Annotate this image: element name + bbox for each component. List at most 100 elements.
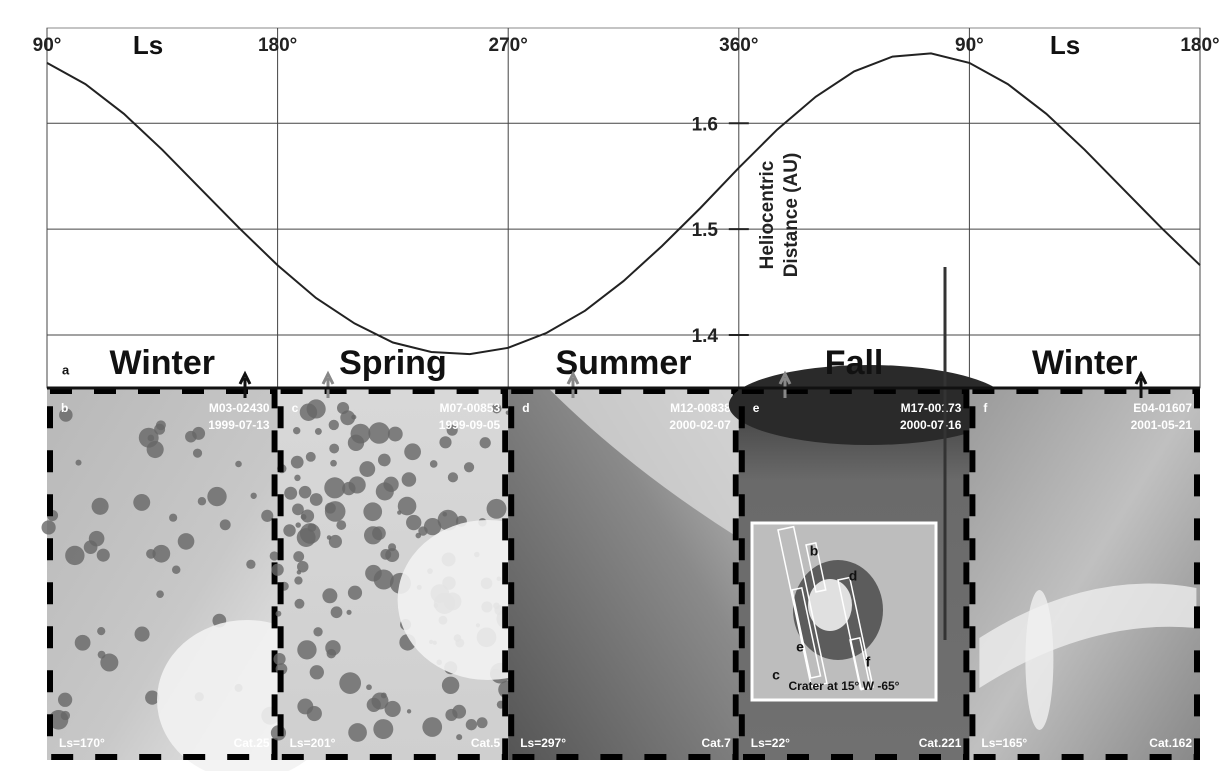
frost-spot bbox=[133, 493, 151, 511]
bright-area bbox=[548, 388, 739, 538]
frost-spot bbox=[74, 634, 91, 651]
grid bbox=[46, 28, 1201, 388]
frost-spot bbox=[384, 700, 401, 718]
panel-image-id: M12-00838 bbox=[670, 401, 731, 415]
panel-letter: d bbox=[522, 401, 529, 415]
frost-spot bbox=[185, 430, 197, 443]
frost-spot bbox=[284, 486, 298, 500]
panel-date: 1999-07-13 bbox=[208, 418, 270, 432]
frost-spot bbox=[293, 427, 301, 435]
panel-category: Cat.7 bbox=[701, 736, 731, 750]
frost-spot bbox=[269, 551, 279, 561]
frost-spot bbox=[429, 460, 438, 468]
inset-label: b bbox=[810, 543, 819, 559]
panel-image bbox=[969, 388, 1200, 760]
panel-image-id: M07-00853 bbox=[439, 401, 500, 415]
frost-spot bbox=[447, 472, 459, 483]
frost-spot bbox=[336, 401, 350, 415]
frost-spot bbox=[65, 545, 85, 566]
frost-spot bbox=[463, 462, 475, 473]
panel-label: a bbox=[62, 362, 70, 377]
frost-spot bbox=[192, 448, 203, 458]
panel-ls: Ls=201° bbox=[290, 736, 336, 750]
frost-spot bbox=[261, 509, 274, 522]
frost-spot bbox=[145, 690, 160, 705]
frost-spot bbox=[152, 544, 171, 563]
frost-spot bbox=[491, 403, 502, 414]
axis-title: Ls bbox=[133, 30, 163, 60]
frost-spot bbox=[297, 560, 309, 573]
frost-spot bbox=[283, 524, 296, 537]
frost-spot bbox=[330, 606, 343, 619]
frost-spot bbox=[363, 526, 383, 545]
frost-spot bbox=[235, 460, 242, 468]
frost-spot bbox=[146, 549, 156, 559]
frost-spot bbox=[294, 576, 303, 585]
frost-spot bbox=[397, 496, 417, 516]
frost-spot bbox=[330, 459, 337, 467]
panel-letter: c bbox=[292, 401, 299, 415]
image-panel: f E04-01607 2001-05-21 Ls=165° Cat.162 bbox=[969, 388, 1201, 760]
x-tick-label: 180° bbox=[1180, 35, 1219, 56]
panel-frame bbox=[508, 388, 739, 760]
image-panel: c M07-00853 1999-09-05 Ls=201° Cat.5 bbox=[270, 388, 578, 760]
frost-spot bbox=[88, 530, 105, 547]
frost-spot bbox=[100, 653, 119, 672]
y-axis-label: Distance (AU) bbox=[781, 153, 802, 278]
panel-frame bbox=[969, 388, 1201, 760]
panel-letter: f bbox=[983, 401, 988, 415]
y-tick-label: 1.4 bbox=[692, 326, 719, 347]
season-label: Summer bbox=[555, 344, 691, 382]
frost-spot bbox=[96, 548, 110, 562]
frost-spot bbox=[324, 501, 346, 522]
panel-image-id: M17-00173 bbox=[901, 401, 962, 415]
x-tick-label: 360° bbox=[719, 35, 758, 56]
y-tick-label: 1.5 bbox=[692, 220, 719, 241]
frost-spot bbox=[177, 533, 195, 550]
axis-title: Ls bbox=[1050, 30, 1080, 60]
panel-category: Cat.5 bbox=[471, 736, 501, 750]
footprint bbox=[777, 525, 828, 688]
frost-spot bbox=[41, 520, 56, 535]
frost-spot bbox=[305, 451, 316, 462]
footprint bbox=[805, 542, 827, 593]
frost-spot bbox=[401, 472, 417, 487]
frost-spot bbox=[375, 482, 394, 501]
frost-spot bbox=[57, 692, 73, 707]
panel-category: Cat.221 bbox=[919, 736, 962, 750]
frost-spot bbox=[313, 627, 323, 637]
frost-spot bbox=[294, 474, 301, 482]
frost-spot bbox=[314, 427, 322, 435]
frost-spot bbox=[299, 403, 318, 421]
y-axis-label: Heliocentric bbox=[757, 160, 778, 269]
frost-spot bbox=[329, 443, 340, 454]
frost-spot bbox=[75, 459, 82, 466]
frost-spot bbox=[359, 461, 376, 477]
season-label: Winter bbox=[110, 344, 215, 382]
frost-spot bbox=[342, 481, 356, 496]
frost-spot bbox=[406, 514, 422, 531]
overlay: 1.4 1.5 1.6 90° 180° 270° 360° 90° 180° Ls Ls Helio… bbox=[33, 30, 1220, 398]
frost-spot bbox=[219, 519, 231, 531]
frost-spot bbox=[294, 598, 305, 609]
frost-spot bbox=[298, 485, 312, 499]
frost-spot bbox=[59, 408, 73, 422]
frost-spot bbox=[422, 717, 443, 737]
season-label: Fall bbox=[825, 344, 884, 382]
panel-ls: Ls=22° bbox=[751, 736, 790, 750]
frost-spot bbox=[441, 676, 460, 695]
panel-ls: Ls=170° bbox=[59, 736, 105, 750]
inset-label: c bbox=[772, 667, 780, 683]
frost-spot bbox=[273, 653, 286, 666]
frost-spot bbox=[297, 640, 317, 660]
frost-spot bbox=[368, 422, 390, 444]
frost-spot bbox=[347, 585, 363, 600]
panel-category: Cat.25 bbox=[234, 736, 270, 750]
panel-date: 1999-09-05 bbox=[439, 418, 501, 432]
frost-spot bbox=[446, 424, 458, 436]
inset-label: e bbox=[796, 639, 804, 655]
footprint bbox=[791, 587, 822, 679]
inset-caption: Crater at 15° W -65° bbox=[789, 679, 900, 693]
frost-spot bbox=[309, 665, 324, 680]
